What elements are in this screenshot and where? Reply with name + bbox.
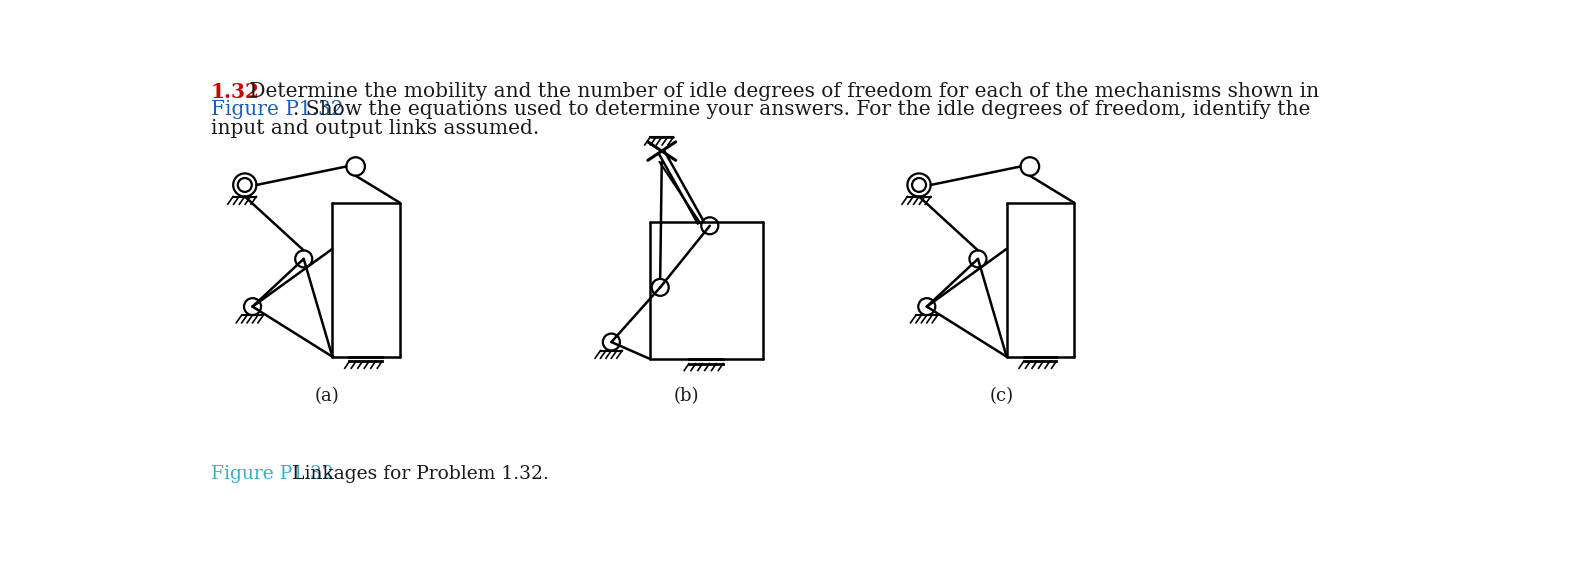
Text: Figure P1.32: Figure P1.32	[211, 100, 343, 119]
Text: (a): (a)	[315, 388, 340, 405]
Text: Linkages for Problem 1.32.: Linkages for Problem 1.32.	[286, 465, 549, 483]
Text: (b): (b)	[674, 388, 699, 405]
Text: Figure P1.32: Figure P1.32	[211, 465, 334, 483]
Text: input and output links assumed.: input and output links assumed.	[211, 119, 538, 138]
Text: Determine the mobility and the number of idle degrees of freedom for each of the: Determine the mobility and the number of…	[244, 82, 1319, 101]
Text: 1.32: 1.32	[211, 82, 260, 102]
Text: . Show the equations used to determine your answers. For the idle degrees of fre: . Show the equations used to determine y…	[293, 100, 1310, 119]
Text: (c): (c)	[988, 388, 1014, 405]
